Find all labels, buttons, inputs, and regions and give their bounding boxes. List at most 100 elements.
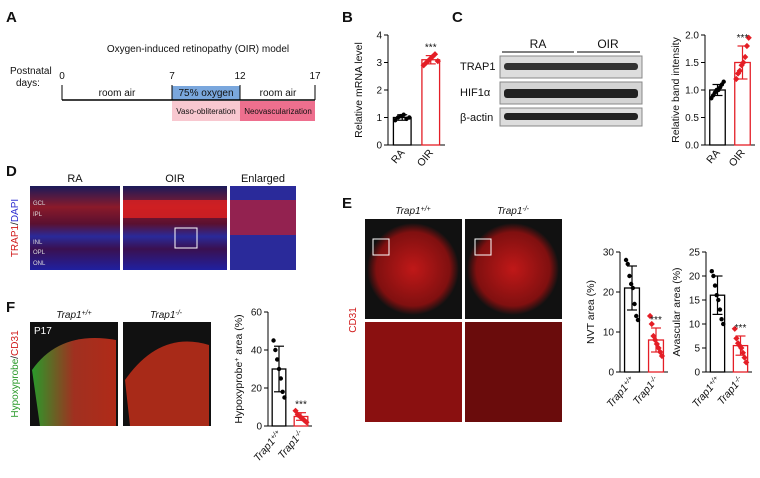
data-point: [714, 293, 719, 298]
x-tick-label: Trap1+/+: [690, 374, 723, 410]
y-axis-label-part: Hypoxyprobe: [233, 362, 245, 424]
day: 12: [234, 71, 246, 82]
stain: DAPI: [10, 199, 21, 222]
stain: /: [10, 222, 21, 225]
stain: CD31: [10, 330, 21, 356]
x-tick-label-part: -/-: [293, 428, 303, 438]
model-title: Oxygen-induced retinopathy (OIR) model: [107, 44, 289, 55]
x-tick-label-part: +/+: [269, 429, 281, 441]
y-axis-label: Relative band intensity: [670, 36, 682, 142]
y-tick-label: 15: [689, 296, 701, 307]
blot-group: OIR: [597, 37, 619, 51]
bar: [421, 59, 441, 146]
layer: INL: [33, 240, 43, 246]
column-label: OIR: [165, 173, 185, 185]
band-label: HIF1α: [460, 87, 491, 99]
y-axis-label-part: +: [234, 358, 241, 362]
zoom-box: [174, 227, 198, 249]
retina: [367, 223, 459, 315]
genotype: Trap1: [395, 206, 420, 217]
data-point: [632, 301, 637, 307]
panel-label: C: [452, 9, 463, 26]
retina: [125, 341, 209, 426]
y-axis-label-part: area (%): [233, 314, 245, 357]
band: [504, 113, 638, 120]
data-point: [401, 112, 406, 117]
panel-label: A: [6, 9, 17, 26]
blot-group: RA: [530, 37, 547, 51]
phase: 75% oxygen: [178, 88, 233, 99]
data-point: [392, 118, 398, 123]
data-point: [736, 67, 743, 74]
column-label: Trap1-/-: [150, 310, 183, 322]
y-tick-label: 0: [256, 422, 262, 433]
genotype-sup: -/-: [175, 310, 182, 317]
data-point: [719, 317, 724, 322]
zoom-box: [474, 238, 492, 256]
y-axis-label: Hypoxyprobe+ area (%): [233, 314, 245, 423]
x-tick-label-part: +/+: [707, 375, 719, 387]
significance: ***: [735, 323, 747, 334]
x-tick-label: Trap1-/-: [631, 374, 662, 408]
stain-label: CD31: [348, 307, 359, 333]
stain: TRAP1: [10, 225, 21, 258]
x-tick-label: OIR: [415, 147, 436, 169]
stain: Hypoxyprobe: [10, 358, 21, 417]
column-label: Trap1+/+: [395, 206, 431, 218]
y-tick-label: 20: [689, 272, 701, 283]
y-tick-label: 0: [608, 368, 614, 379]
layer: IPL: [33, 212, 43, 218]
x-tick-label-part: -/-: [648, 374, 658, 384]
y-tick-label: 1: [376, 113, 382, 124]
days-label: days:: [16, 78, 40, 89]
genotype-sup: +/+: [82, 310, 92, 317]
data-point: [739, 349, 747, 356]
x-tick-label: Trap1+/+: [604, 374, 637, 410]
x-tick-label: RA: [389, 147, 408, 166]
y-axis-label: Avascular area (%): [671, 267, 683, 356]
section-overlay: [230, 200, 296, 235]
significance: ***: [650, 315, 662, 326]
data-point: [721, 79, 726, 84]
day: 7: [169, 71, 175, 82]
panel-label: F: [6, 299, 15, 316]
data-point: [278, 376, 284, 381]
data-point: [712, 283, 718, 288]
genotype-sup: +/+: [421, 206, 431, 213]
x-tick-label: Trap1-/-: [715, 374, 746, 408]
y-tick-label: 20: [603, 288, 615, 299]
genotype: Trap1: [150, 310, 175, 321]
vaso-box: [172, 101, 240, 121]
data-point: [721, 321, 726, 327]
column-label: Trap1-/-: [497, 206, 530, 218]
data-point: [733, 335, 740, 342]
data-point: [282, 395, 287, 400]
zoom-box: [372, 238, 390, 256]
data-point: [280, 389, 285, 394]
data-point: [743, 359, 750, 366]
genotype-sup: -/-: [522, 206, 529, 213]
x-tick-label: Trap1+/+: [251, 428, 284, 464]
y-tick-label: 1.0: [685, 86, 699, 97]
data-point: [628, 281, 634, 287]
y-tick-label: 2.0: [685, 31, 699, 42]
phase: room air: [260, 88, 297, 99]
data-point: [271, 338, 276, 343]
age-label: P17: [34, 326, 52, 337]
day: 0: [59, 71, 65, 82]
stain-label: TRAP1/DAPI: [10, 199, 21, 257]
data-point: [731, 325, 738, 332]
data-point: [711, 273, 716, 279]
y-tick-label: 0: [694, 368, 700, 379]
section-image: [30, 186, 120, 270]
retina: [467, 223, 559, 315]
neo-box: [240, 101, 315, 121]
data-point: [303, 419, 310, 426]
stain-label: Hypoxyprobe/CD31: [10, 330, 21, 418]
y-tick-label: 20: [251, 384, 263, 395]
x-tick-label: RA: [704, 147, 723, 166]
y-tick-label: 30: [603, 248, 615, 259]
outcome: Vaso-obliteration: [176, 107, 235, 116]
data-point: [276, 366, 282, 372]
